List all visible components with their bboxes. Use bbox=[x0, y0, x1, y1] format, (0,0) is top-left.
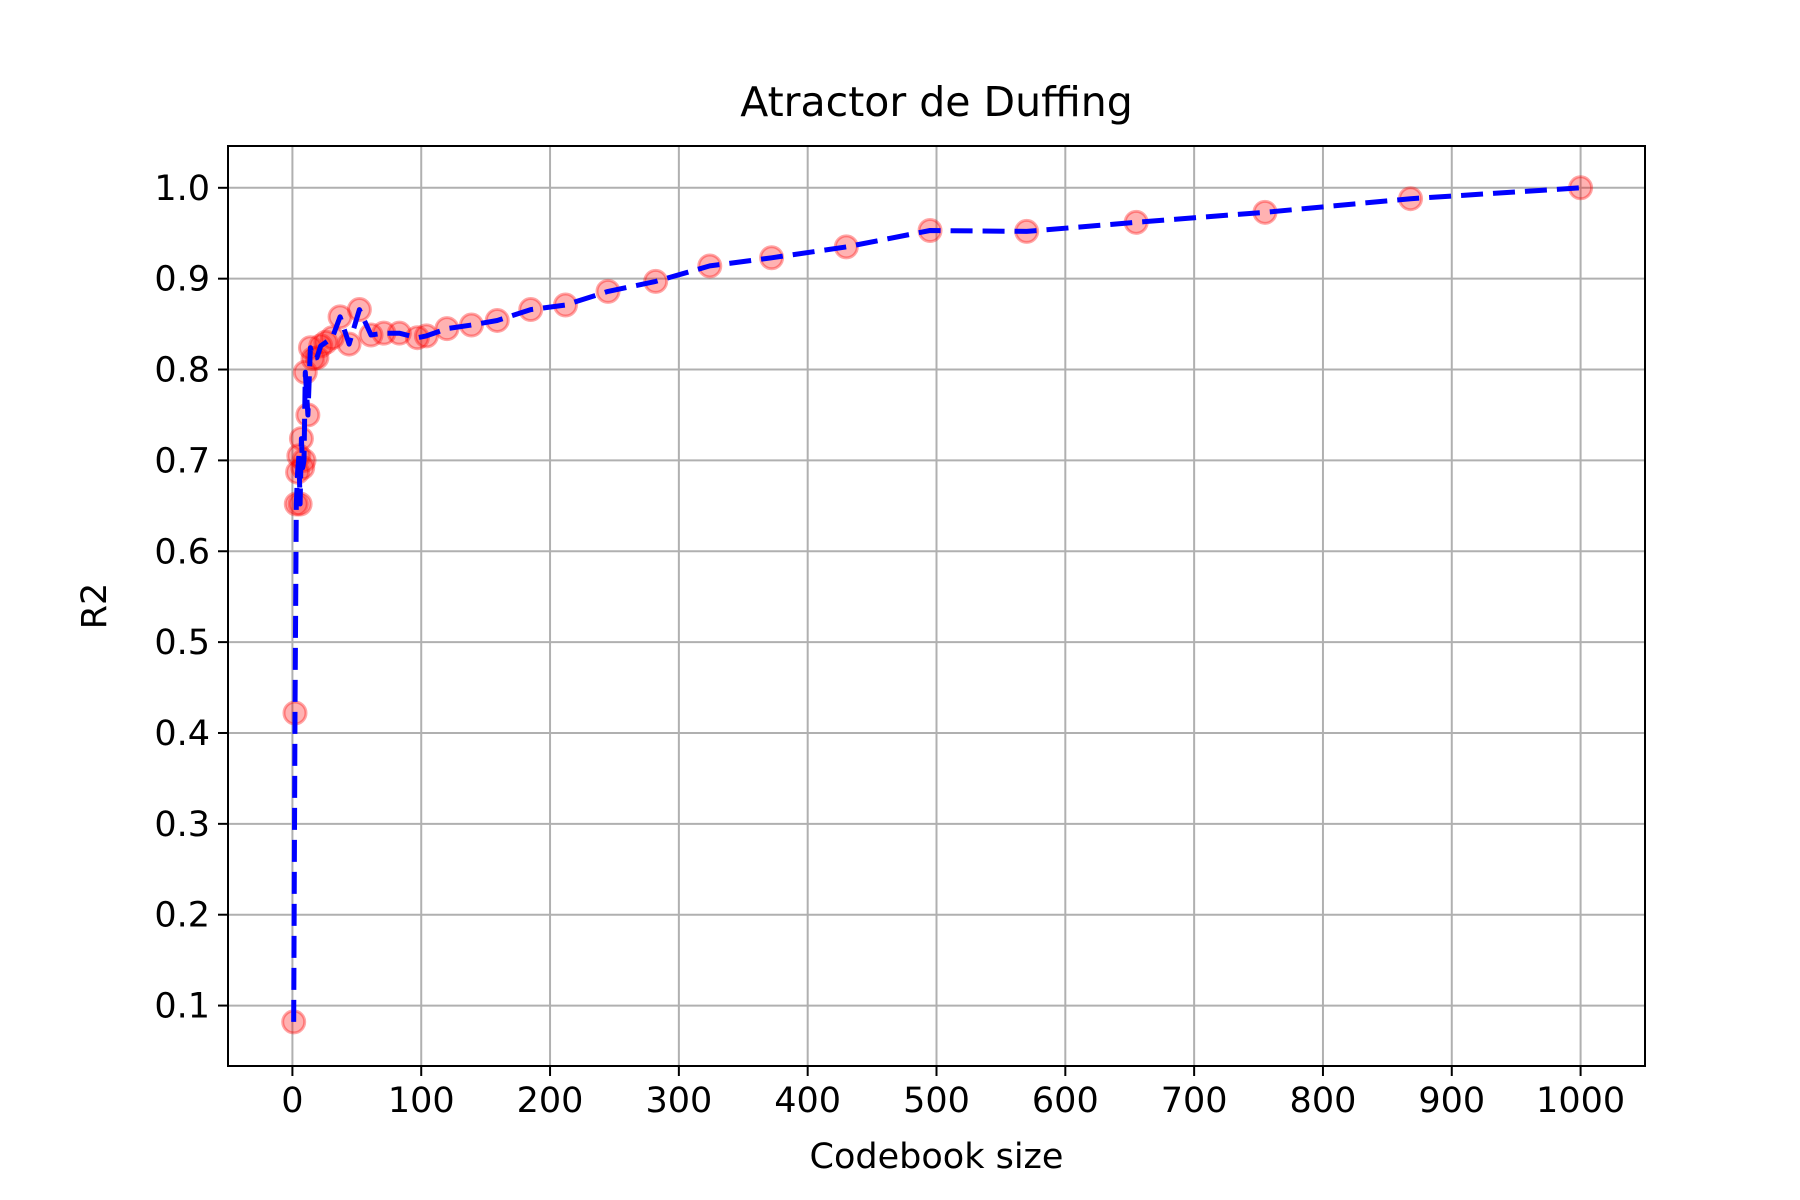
x-tick-label: 1000 bbox=[1536, 1081, 1625, 1121]
axes-frame bbox=[227, 145, 1646, 1067]
y-tick-label: 0.9 bbox=[154, 260, 210, 300]
x-tick-label: 400 bbox=[774, 1081, 841, 1121]
y-axis-label: R2 bbox=[75, 583, 115, 630]
x-tick-label: 800 bbox=[1290, 1081, 1357, 1121]
y-tick-label: 0.2 bbox=[154, 896, 210, 936]
x-tick-label: 700 bbox=[1161, 1081, 1228, 1121]
axis-ticks: 0 100 200 300 400 500 600 700 800 900 1000 0.1 0.2 0.… bbox=[154, 169, 1625, 1121]
y-tick-label: 0.1 bbox=[154, 987, 210, 1027]
x-tick-label: 100 bbox=[388, 1081, 455, 1121]
plot-area bbox=[281, 175, 1594, 1035]
x-tick-label: 500 bbox=[903, 1081, 970, 1121]
x-axis-label: Codebook size bbox=[810, 1137, 1064, 1177]
grid bbox=[228, 146, 1645, 1066]
y-tick-label: 1.0 bbox=[154, 169, 210, 209]
x-tick-label: 600 bbox=[1032, 1081, 1099, 1121]
x-tick-label: 0 bbox=[281, 1081, 303, 1121]
chart-title: Atractor de Duffing bbox=[740, 78, 1132, 126]
y-tick-label: 0.8 bbox=[154, 351, 210, 391]
x-tick-label: 300 bbox=[645, 1081, 712, 1121]
y-tick-label: 0.7 bbox=[154, 441, 210, 481]
y-tick-label: 0.6 bbox=[154, 532, 210, 572]
y-tick-label: 0.3 bbox=[154, 805, 210, 845]
y-tick-label: 0.4 bbox=[154, 714, 210, 754]
series-line bbox=[291, 185, 1581, 1022]
x-tick-label: 200 bbox=[517, 1081, 584, 1121]
x-tick-label: 900 bbox=[1418, 1081, 1485, 1121]
y-tick-label: 0.5 bbox=[154, 623, 210, 663]
